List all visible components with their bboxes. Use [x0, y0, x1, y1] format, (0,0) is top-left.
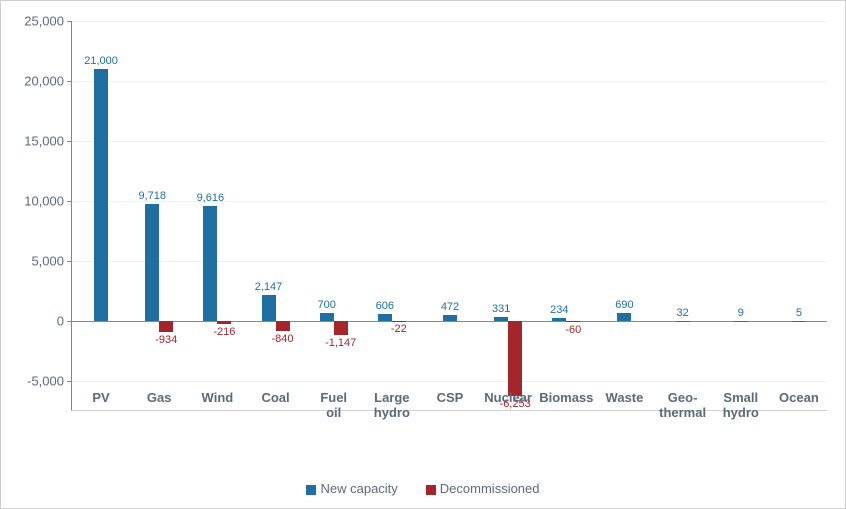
bar-value-label: -22 — [369, 323, 429, 335]
bar-decomm — [276, 321, 290, 331]
y-tick — [67, 381, 72, 382]
bar-new — [320, 313, 334, 321]
bar-value-label: 331 — [471, 303, 531, 315]
category-label-line: Geo- — [653, 391, 713, 406]
category-label-line: Biomass — [536, 391, 596, 406]
y-axis-label: 20,000 — [24, 74, 64, 89]
category-label: Nuclear — [478, 391, 538, 406]
bar-new — [494, 317, 508, 321]
category-label: Coal — [246, 391, 306, 406]
bar-value-label: 606 — [355, 300, 415, 312]
category-label: CSP — [420, 391, 480, 406]
category-label: Biomass — [536, 391, 596, 406]
category-label: Gas — [129, 391, 189, 406]
y-axis-label: -5,000 — [27, 374, 64, 389]
bar-value-label: 32 — [653, 307, 713, 319]
bar-value-label: 9,616 — [180, 192, 240, 204]
bar-decomm — [334, 321, 348, 335]
legend-label: New capacity — [320, 481, 397, 496]
plot-area: -5,00005,00010,00015,00020,00025,00021,0… — [71, 21, 827, 411]
bar-value-label: 9 — [711, 307, 771, 319]
y-tick — [67, 141, 72, 142]
category-label-line: Large — [362, 391, 422, 406]
y-axis-label: 5,000 — [31, 254, 64, 269]
bar-new — [145, 204, 159, 321]
bar-decomm — [217, 321, 231, 324]
y-tick — [67, 201, 72, 202]
bar-value-label: 700 — [297, 299, 357, 311]
bar-new — [203, 206, 217, 321]
gridline — [72, 141, 827, 142]
category-label-line: Nuclear — [478, 391, 538, 406]
category-label-line: Coal — [246, 391, 306, 406]
y-tick — [67, 261, 72, 262]
category-label-line: Ocean — [769, 391, 829, 406]
legend-swatch — [306, 485, 316, 495]
bar-value-label: -216 — [194, 326, 254, 338]
y-axis-label: 15,000 — [24, 134, 64, 149]
category-label: Largehydro — [362, 391, 422, 421]
legend-swatch — [426, 485, 436, 495]
bar-new — [552, 318, 566, 321]
bar-value-label: 5 — [769, 307, 829, 319]
bar-value-label: 9,718 — [122, 190, 182, 202]
category-label-line: Wind — [187, 391, 247, 406]
bar-decomm — [159, 321, 173, 332]
gridline — [72, 21, 827, 22]
category-label: PV — [71, 391, 131, 406]
y-axis-label: 10,000 — [24, 194, 64, 209]
bar-new — [262, 295, 276, 321]
category-label: Ocean — [769, 391, 829, 406]
category-label-line: hydro — [711, 406, 771, 421]
category-label-line: hydro — [362, 406, 422, 421]
category-label-line: Gas — [129, 391, 189, 406]
legend-item: New capacity — [306, 481, 397, 496]
category-label: Smallhydro — [711, 391, 771, 421]
category-label: Wind — [187, 391, 247, 406]
category-label-line: oil — [304, 406, 364, 421]
bar-value-label: -1,147 — [311, 337, 371, 349]
category-label: Waste — [594, 391, 654, 406]
legend-item: Decommissioned — [426, 481, 540, 496]
capacity-bar-chart: -5,000 0 5,000 10,000 15,000 20,000 25,000 21,0… — [0, 0, 846, 509]
chart-legend: New capacity Decommissioned — [1, 481, 845, 496]
bar-new — [378, 314, 392, 321]
gridline — [72, 381, 827, 382]
zero-axis-line — [72, 321, 827, 322]
bar-value-label: 21,000 — [71, 55, 131, 67]
bar-value-label: -840 — [253, 333, 313, 345]
bar-new — [443, 315, 457, 321]
category-label: Geo-thermal — [653, 391, 713, 421]
category-label-line: PV — [71, 391, 131, 406]
y-tick — [67, 81, 72, 82]
category-label-line: thermal — [653, 406, 713, 421]
category-label: Fueloil — [304, 391, 364, 421]
bar-value-label: 234 — [529, 304, 589, 316]
bar-value-label: -60 — [543, 324, 603, 336]
bar-new — [676, 321, 690, 322]
bar-new — [792, 321, 806, 322]
bar-new — [734, 321, 748, 322]
y-axis-label: 25,000 — [24, 14, 64, 29]
category-label-line: Fuel — [304, 391, 364, 406]
category-label-line: CSP — [420, 391, 480, 406]
category-label-line: Waste — [594, 391, 654, 406]
bar-value-label: -934 — [136, 334, 196, 346]
bar-new — [94, 69, 108, 321]
bar-decomm — [566, 321, 580, 322]
bar-value-label: 690 — [594, 299, 654, 311]
y-axis-label: 0 — [57, 314, 64, 329]
category-label-line: Small — [711, 391, 771, 406]
bar-decomm — [508, 321, 522, 396]
gridline — [72, 261, 827, 262]
legend-label: Decommissioned — [440, 481, 540, 496]
bar-decomm — [392, 321, 406, 322]
gridline — [72, 81, 827, 82]
bar-value-label: 2,147 — [239, 281, 299, 293]
bar-new — [617, 313, 631, 321]
y-tick — [67, 21, 72, 22]
